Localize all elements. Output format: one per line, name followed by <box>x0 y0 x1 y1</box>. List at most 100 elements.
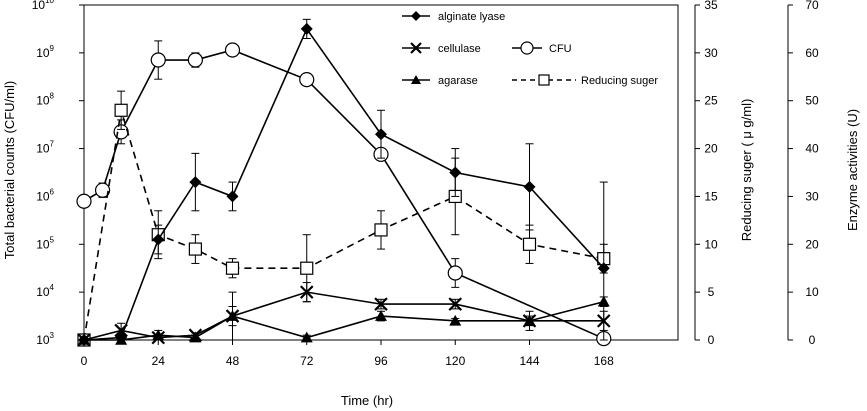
x-tick-label: 0 <box>81 354 88 368</box>
data-point-cfu <box>299 72 315 88</box>
data-point-cellulase <box>374 297 388 311</box>
right-tick-label: 0 <box>809 333 816 347</box>
series-cfu <box>76 40 612 347</box>
right-tick-label: 20 <box>805 237 819 251</box>
data-point-cfu <box>224 42 241 58</box>
data-point-reducing-suger <box>188 242 202 256</box>
x-marker-stroke <box>448 297 463 311</box>
x-marker-stroke <box>596 314 611 328</box>
mid-tick-label: 0 <box>708 333 715 347</box>
legend-marker-circle <box>520 41 534 55</box>
x-tick-label: 72 <box>300 354 314 368</box>
legend-label-agarase: agarase <box>438 75 478 87</box>
x-axis-label: Time (hr) <box>341 393 393 408</box>
data-point-cfu <box>447 265 463 281</box>
left-tick-label: 107 <box>36 140 54 156</box>
left-tick-exponent: 6 <box>50 187 55 196</box>
left-tick-label: 109 <box>36 44 54 60</box>
data-point-agarase <box>78 334 90 345</box>
series-alginate-lyase <box>78 18 610 346</box>
data-point-cellulase <box>448 297 463 311</box>
left-tick-exponent: 3 <box>50 331 55 340</box>
left-tick-label: 106 <box>36 187 54 203</box>
x-tick-label: 24 <box>152 354 166 368</box>
x-marker-stroke <box>410 42 422 54</box>
data-point-alginate-lyase <box>449 166 462 179</box>
legend-marker-triangle <box>411 75 421 84</box>
data-point-alginate-lyase <box>597 262 610 275</box>
legend-label-alginate: alginate lyase <box>438 11 505 23</box>
series-line-reducing-suger <box>83 110 604 341</box>
plot-frame <box>83 4 679 341</box>
legend-marker-square <box>538 74 550 86</box>
data-point-alginate-lyase <box>189 176 202 189</box>
data-point-cellulase <box>299 285 314 299</box>
mid-tick-label: 15 <box>704 189 718 203</box>
data-point-cfu <box>94 182 111 198</box>
mid-tick-label: 25 <box>704 94 718 108</box>
right-tick-label: 40 <box>805 142 819 156</box>
left-tick-label: 108 <box>36 92 54 108</box>
left-tick-exponent: 5 <box>50 235 55 244</box>
series-line-cfu <box>83 49 605 340</box>
x-marker-stroke <box>374 297 388 311</box>
right-axis-label: Enzyme activities (U) <box>845 109 860 231</box>
data-point-reducing-suger <box>374 223 388 237</box>
mid-axis-label: Reducing suger ( μ g/ml) <box>739 99 754 242</box>
mid-tick-label: 20 <box>704 142 718 156</box>
left-axis-label: Total bacterial counts (CFU/ml) <box>2 81 17 259</box>
data-point-cfu <box>187 52 203 68</box>
mid-tick-label: 35 <box>704 0 718 12</box>
data-point-cfu <box>76 193 92 209</box>
x-tick-label: 168 <box>594 354 614 368</box>
legend-label-cellulase: cellulase <box>438 43 481 55</box>
right-tick-label: 60 <box>805 46 819 60</box>
right-tick-label: 30 <box>805 189 819 203</box>
data-point-alginate-lyase <box>152 233 165 246</box>
data-point-cellulase <box>596 314 611 328</box>
right-tick-label: 70 <box>805 0 819 12</box>
data-point-agarase <box>189 331 202 343</box>
series-agarase <box>78 291 610 345</box>
left-tick-exponent: 8 <box>50 92 55 101</box>
left-tick-exponent: 9 <box>50 44 55 53</box>
legend <box>402 11 576 86</box>
x-tick-label: 96 <box>374 354 388 368</box>
data-point-reducing-suger <box>522 237 537 251</box>
right-tick-label: 50 <box>805 94 819 108</box>
data-point-agarase <box>449 314 462 326</box>
data-point-cellulase <box>114 323 128 338</box>
data-point-agarase <box>226 310 239 321</box>
x-tick-label: 120 <box>445 354 465 368</box>
series-line-agarase <box>84 300 604 341</box>
left-tick-label: 105 <box>36 235 54 251</box>
series-line-cellulase <box>83 291 604 341</box>
data-point-agarase <box>375 310 387 321</box>
mid-tick-label: 30 <box>704 46 718 60</box>
data-point-reducing-suger <box>114 103 128 117</box>
x-marker-stroke <box>299 285 314 299</box>
left-tick-label: 104 <box>36 283 54 299</box>
data-point-alginate-lyase <box>300 22 313 35</box>
left-tick-label: 103 <box>36 331 54 347</box>
legend-label-sugar: Reducing suger <box>581 75 658 87</box>
series-line-alginate-lyase <box>83 27 605 341</box>
data-point-alginate-lyase <box>523 180 536 193</box>
axes-layer: 0 24 48 72 96 120 144 1681031041051061071081091… <box>32 0 819 368</box>
right-tick-label: 10 <box>805 285 819 299</box>
legend-label-cfu: CFU <box>549 43 572 55</box>
left-tick-exponent: 10 <box>45 0 54 5</box>
left-tick-exponent: 4 <box>50 283 55 292</box>
data-point-reducing-suger <box>300 261 314 275</box>
data-point-agarase <box>523 314 536 326</box>
x-marker-stroke <box>114 323 128 338</box>
data-point-alginate-lyase <box>375 128 387 141</box>
mid-tick-label: 5 <box>708 285 715 299</box>
series-layer <box>76 18 612 347</box>
data-point-agarase <box>300 331 313 343</box>
data-point-reducing-suger <box>225 261 240 275</box>
legend-marker-x <box>410 42 422 54</box>
x-tick-label: 144 <box>519 354 539 368</box>
data-point-agarase <box>115 334 128 345</box>
x-tick-label: 48 <box>226 354 240 368</box>
